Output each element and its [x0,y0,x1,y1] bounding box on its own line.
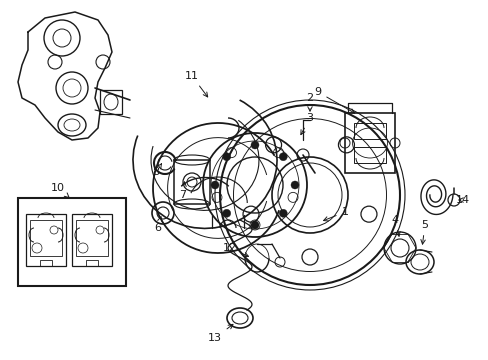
Bar [345,113,394,173]
Text: 10: 10 [51,183,69,198]
Text: 7: 7 [179,182,186,200]
Text: 5: 5 [420,220,427,244]
Bar [100,90,122,114]
Bar [76,220,108,256]
Text: 12: 12 [223,243,248,257]
Text: 9: 9 [314,87,354,113]
Circle shape [279,153,286,161]
Circle shape [279,209,286,217]
Circle shape [222,209,230,217]
Text: 6: 6 [154,217,162,233]
Bar [353,147,385,163]
Bar [353,123,385,139]
Text: 14: 14 [455,195,469,205]
Text: 3: 3 [300,113,313,135]
Bar [18,198,126,286]
Circle shape [210,181,219,189]
Bar [40,260,52,266]
Text: 11: 11 [184,71,207,97]
Bar [72,214,112,266]
Bar [30,220,62,256]
Circle shape [290,181,298,189]
Bar [174,160,209,204]
Circle shape [222,153,230,161]
Circle shape [250,221,259,229]
Bar [86,260,98,266]
Text: 13: 13 [207,324,232,343]
Text: 8: 8 [152,164,161,177]
Circle shape [250,141,259,149]
Bar [26,214,66,266]
Text: 2: 2 [306,93,313,111]
Text: 4: 4 [390,215,399,236]
Text: 1: 1 [323,207,348,221]
